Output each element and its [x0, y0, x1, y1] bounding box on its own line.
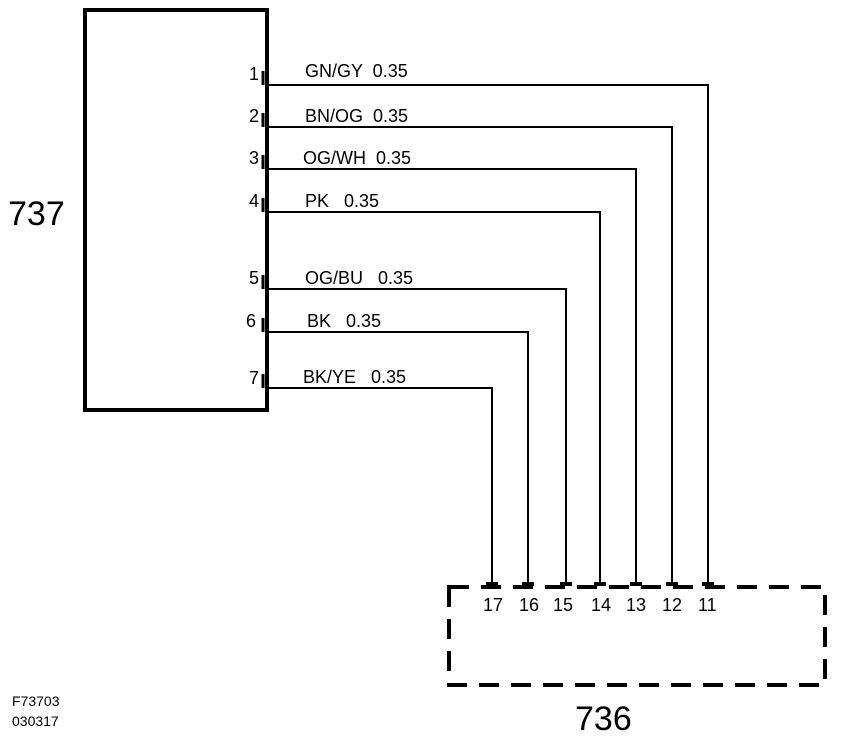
wire-7 [267, 387, 493, 584]
figure-date: 030317 [12, 713, 59, 729]
pin-number-5: 5 [249, 268, 259, 288]
component-737-box [83, 8, 269, 412]
wire-label-1: GN/GY 0.35 [305, 61, 408, 81]
pin-number-7: 7 [249, 368, 259, 388]
terminal-number-17: 17 [483, 595, 503, 615]
wire-4 [267, 211, 601, 584]
wire-label-group: GN/GY 0.35 BN/OG 0.35 OG/WH 0.35 PK 0.35… [303, 61, 413, 387]
terminal-number-13: 13 [626, 595, 646, 615]
pin-number-2: 2 [249, 106, 259, 126]
component-736-label: 736 [575, 700, 632, 736]
component-737-label: 737 [8, 195, 65, 233]
wire-group [261, 71, 714, 586]
pin-number-4: 4 [249, 191, 259, 211]
terminal-number-15: 15 [553, 595, 573, 615]
wire-label-7: BK/YE 0.35 [303, 367, 406, 387]
wire-3 [267, 168, 637, 584]
wire-label-5: OG/BU 0.35 [305, 268, 413, 288]
pin-number-1: 1 [249, 64, 259, 84]
figure-code: F73703 [12, 693, 60, 709]
wire-2 [267, 126, 673, 584]
wire-1 [267, 84, 709, 584]
terminal-number-group: 17 16 15 14 13 12 11 [483, 595, 717, 615]
wire-label-3: OG/WH 0.35 [303, 148, 411, 168]
terminal-number-14: 14 [591, 595, 611, 615]
pin-number-3: 3 [249, 148, 259, 168]
terminal-number-11: 11 [698, 595, 717, 615]
wire-label-6: BK 0.35 [307, 311, 381, 331]
component-736-box [447, 585, 827, 687]
pin-number-6: 6 [246, 311, 256, 331]
terminal-number-12: 12 [662, 595, 682, 615]
wire-label-2: BN/OG 0.35 [305, 106, 408, 126]
wire-label-4: PK 0.35 [305, 191, 379, 211]
wire-5 [267, 288, 567, 584]
wire-6 [267, 331, 529, 584]
terminal-number-16: 16 [519, 595, 539, 615]
pin-number-group: 1 2 3 4 5 6 7 [246, 64, 259, 388]
